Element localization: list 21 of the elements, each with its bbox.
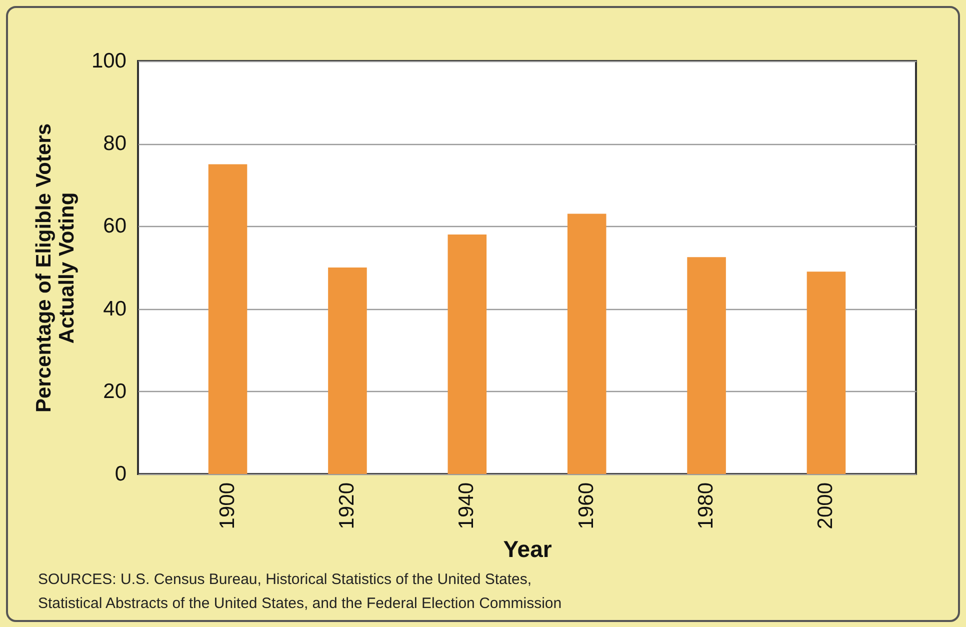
bar	[687, 257, 726, 474]
bar	[328, 268, 367, 474]
x-axis-title: Year	[503, 536, 552, 562]
x-tick-label: 1960	[574, 482, 598, 530]
y-tick-label: 100	[91, 50, 126, 72]
bar	[448, 234, 487, 474]
x-tick-label: 1980	[694, 482, 718, 530]
source-note: SOURCES: U.S. Census Bureau, Historical Statistics of the United States, Statistical Abstracts of the United States, and the Federal Election Commission	[38, 570, 562, 614]
x-tick-label: 2000	[814, 482, 838, 530]
y-tick-label: 40	[103, 297, 126, 320]
y-axis-title: Percentage of Eligible Voters Actually Voting	[32, 123, 78, 413]
bar	[208, 164, 248, 474]
bar	[567, 214, 606, 474]
x-tick-label: 1920	[335, 482, 358, 530]
y-tick-label: 0	[114, 462, 126, 486]
y-tick-label: 60	[103, 214, 126, 238]
bar	[806, 272, 846, 474]
x-tick-label: 1940	[455, 482, 478, 530]
x-tick-label: 1900	[216, 482, 239, 530]
y-tick-label: 80	[103, 132, 126, 156]
y-tick-label: 20	[103, 380, 126, 403]
